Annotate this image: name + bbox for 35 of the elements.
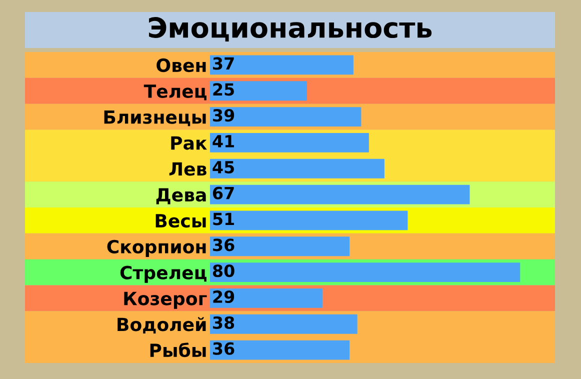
y-tick-label: Телец [144,84,206,100]
y-tick-label: Скорпион [107,240,206,257]
data-label: 51 [213,212,234,226]
bar [210,236,350,256]
data-label: 25 [213,83,234,96]
bar [210,288,322,308]
data-label: 37 [213,57,234,70]
y-tick-label: Лев [169,162,206,176]
data-label: 38 [213,316,234,329]
data-label: 67 [212,186,234,200]
data-label: 36 [213,238,234,252]
data-label: 36 [213,342,234,355]
y-tick-label: Близнецы [104,110,206,126]
bar [210,262,520,282]
chart-title: Эмоциональность [148,17,432,42]
data-label: 39 [213,109,234,122]
y-tick-label: Стрелец [120,266,206,283]
y-tick-label: Рак [171,136,207,150]
data-label: 41 [212,135,234,148]
bar [210,55,354,75]
bar [210,340,350,360]
bar [210,132,369,152]
y-tick-label: Водолей [118,317,206,334]
bar [210,107,362,127]
bar [210,81,307,101]
y-tick-label: Дева [156,188,206,204]
bar [210,314,358,334]
data-label: 45 [212,161,234,174]
data-label: 29 [213,290,234,304]
data-label: 80 [212,264,234,278]
y-tick-label: Весы [156,214,206,228]
y-tick-label: Рыбы [150,342,206,358]
y-tick-label: Овен [156,58,206,72]
y-tick-label: Козерог [124,292,207,309]
bar [210,158,384,178]
